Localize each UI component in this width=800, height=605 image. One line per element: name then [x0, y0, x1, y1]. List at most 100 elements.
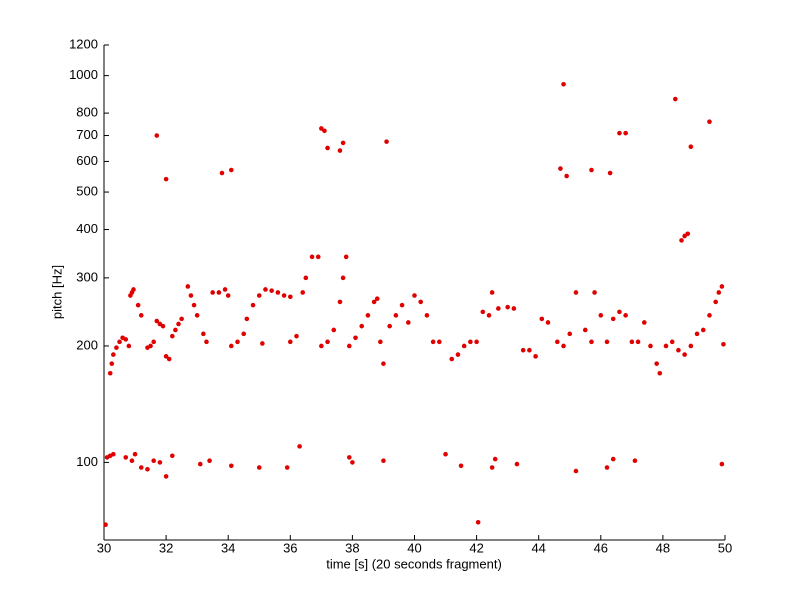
data-point: [331, 327, 337, 333]
data-point: [319, 343, 324, 349]
data-point: [260, 341, 265, 346]
data-point: [623, 130, 628, 136]
data-point: [418, 299, 424, 305]
data-point: [188, 293, 194, 298]
data-point: [163, 354, 169, 359]
x-axis-label: time [s] (20 seconds fragment): [326, 556, 502, 571]
data-point: [648, 343, 653, 349]
data-point: [269, 288, 274, 293]
data-point: [163, 176, 169, 182]
data-point: [170, 453, 175, 459]
data-point: [111, 451, 116, 457]
data-point: [632, 458, 638, 464]
data-point: [673, 96, 678, 102]
data-point: [604, 339, 610, 345]
data-point: [163, 474, 169, 479]
y-tick-label: 300: [76, 269, 98, 284]
data-point: [443, 451, 448, 457]
data-point: [458, 463, 464, 469]
data-point: [294, 333, 299, 339]
data-point: [129, 458, 135, 464]
data-point: [157, 460, 163, 465]
data-point: [194, 313, 200, 318]
data-point: [412, 293, 417, 298]
data-point: [713, 299, 718, 305]
data-point: [138, 313, 144, 318]
data-point: [589, 339, 594, 345]
data-point: [173, 327, 178, 333]
data-point: [191, 302, 197, 308]
data-point: [197, 461, 203, 467]
y-tick-label: 200: [76, 337, 98, 352]
y-tick-label: 1000: [69, 67, 98, 82]
data-point: [256, 293, 262, 298]
data-point: [359, 323, 365, 329]
data-point: [545, 320, 551, 325]
data-point: [322, 128, 327, 134]
data-point: [533, 354, 538, 359]
x-tick-label: 38: [345, 540, 359, 555]
y-tick-label: 800: [76, 105, 98, 120]
data-point: [623, 313, 628, 318]
data-point: [688, 144, 694, 149]
data-point: [629, 339, 635, 345]
data-point: [694, 331, 700, 337]
y-axis-label: pitch [Hz]: [49, 265, 64, 319]
data-point: [505, 304, 510, 310]
data-point: [707, 119, 712, 125]
data-point: [387, 323, 392, 329]
data-point: [303, 275, 309, 281]
data-point: [340, 140, 346, 146]
data-point: [154, 133, 160, 138]
x-tick-label: 34: [221, 540, 235, 555]
data-point: [275, 290, 281, 295]
data-point: [325, 145, 330, 151]
data-point: [216, 290, 222, 295]
data-point: [592, 290, 597, 295]
y-tick-label: 1200: [69, 36, 98, 51]
data-point: [558, 166, 563, 171]
data-point: [235, 339, 240, 345]
data-point: [527, 347, 532, 353]
data-point: [179, 316, 184, 322]
data-point: [716, 290, 722, 295]
y-tick-label: 100: [76, 454, 98, 469]
data-point: [297, 444, 302, 449]
x-tick-label: 40: [407, 540, 421, 555]
x-tick-label: 30: [97, 540, 111, 555]
data-point: [365, 313, 371, 318]
data-point: [573, 468, 579, 474]
data-point: [685, 231, 691, 237]
data-point: [378, 339, 383, 345]
data-point: [641, 320, 647, 325]
data-point: [384, 139, 389, 144]
data-point: [480, 309, 486, 315]
data-point: [371, 299, 377, 305]
data-point: [166, 356, 172, 362]
data-point: [561, 81, 566, 87]
data-point: [486, 313, 492, 318]
data-point: [610, 316, 616, 322]
data-point: [700, 327, 706, 333]
data-point: [514, 461, 520, 467]
data-point: [145, 466, 150, 472]
x-tick-label: 36: [283, 540, 297, 555]
data-point: [204, 339, 209, 345]
data-point: [381, 458, 386, 464]
data-point: [160, 323, 166, 329]
x-tick-label: 42: [469, 540, 483, 555]
y-tick-label: 400: [76, 221, 98, 236]
data-point: [399, 302, 405, 308]
data-point: [520, 347, 526, 353]
data-point: [201, 331, 206, 337]
x-tick-label: 48: [656, 540, 670, 555]
data-point: [109, 361, 115, 366]
data-point: [635, 339, 641, 345]
data-point: [489, 290, 495, 295]
data-point: [337, 148, 343, 153]
data-point: [111, 352, 116, 357]
data-point: [151, 339, 156, 345]
data-point: [103, 522, 108, 528]
data-point: [455, 352, 461, 357]
